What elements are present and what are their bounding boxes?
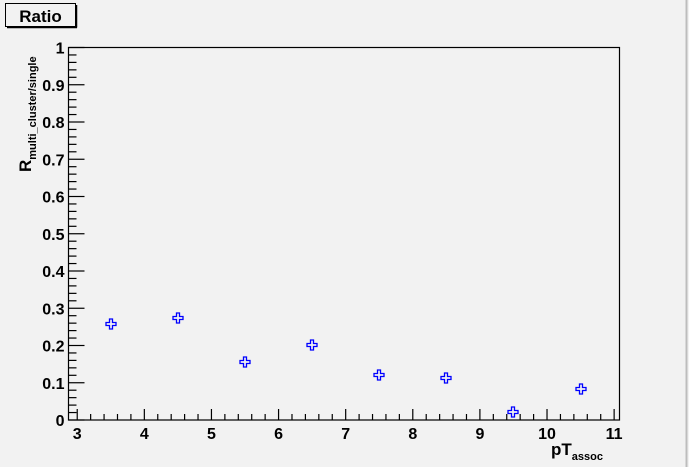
x-tick-label: 3 [73,426,82,443]
data-point [105,318,117,330]
y-tick-label: 0 [56,413,65,430]
y-tick-label: 0.9 [42,78,64,95]
data-point [373,369,385,381]
y-tick-label: 0.5 [42,227,64,244]
data-points [105,312,587,418]
y-tick-label: 0.3 [42,301,64,318]
y-tick-label: 1 [56,41,65,58]
data-point [575,383,587,395]
axes: 3 4 5 6 7 8 9 10 11 0 0.1 0.2 0.3 0.4 0.5 0.6 0.7 0.8 0.9 1 [42,41,622,444]
x-tick-label: 7 [341,426,350,443]
x-tick-label: 6 [274,426,283,443]
y-tick-label: 0.6 [42,190,64,207]
data-point [239,356,251,368]
y-tick-label: 0.1 [42,376,64,393]
x-tick-label: 4 [140,426,149,443]
x-axis-label: pTassoc [551,440,603,463]
y-axis-label: Rmulti_cluster/single [16,56,39,172]
data-point [306,339,318,351]
x-tick-label: 10 [538,426,556,443]
data-point [507,406,519,418]
data-point [440,372,452,384]
y-tick-label: 0.4 [42,264,64,281]
x-tick-label: 9 [475,426,484,443]
x-tick-label: 11 [606,426,623,443]
y-tick-label: 0.8 [42,115,64,132]
y-tick-label: 0.7 [42,152,64,169]
y-tick-label: 0.2 [42,339,64,356]
x-tick-label: 8 [408,426,417,443]
chart-title: Ratio [19,7,62,26]
title-box: Ratio [5,3,78,29]
data-point [172,312,184,324]
x-tick-label: 5 [207,426,216,443]
